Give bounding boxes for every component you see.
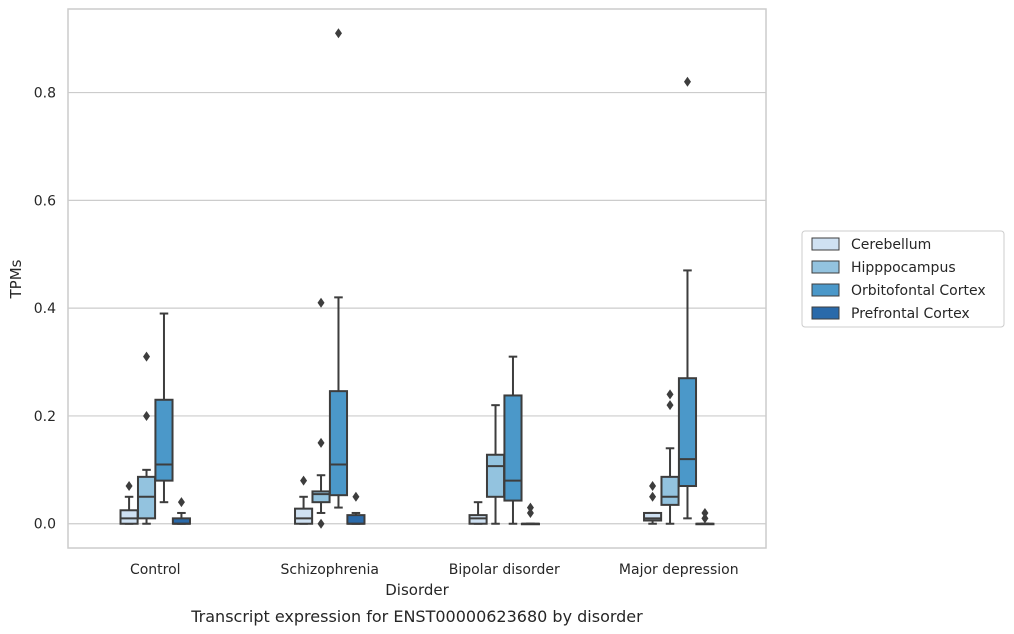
box-body	[311, 490, 331, 504]
outlier-2	[317, 297, 325, 308]
box-1-1	[311, 297, 331, 529]
x-axis-ticks: Control Schizophrenia Bipolar disorder Majo…	[130, 562, 739, 578]
y-axis-label: TPMs	[7, 259, 25, 299]
box-2-2	[503, 355, 523, 525]
outlier-0	[352, 491, 360, 502]
x-axis-label: Disorder	[385, 581, 449, 599]
outlier-0	[317, 518, 325, 529]
y-tick-label-1: 0.2	[34, 409, 56, 425]
outlier-1	[317, 437, 325, 448]
outlier-1	[666, 389, 674, 400]
outlier-0	[143, 410, 151, 421]
box-3-3	[695, 507, 715, 526]
legend-frame	[801, 230, 1005, 328]
box-0-0	[119, 481, 139, 525]
box-body	[468, 514, 488, 525]
box-body	[119, 509, 139, 525]
legend-label-0: Cerebellum	[851, 237, 931, 253]
box-body	[485, 453, 506, 498]
box-body	[294, 507, 314, 525]
legend-swatch-2	[811, 283, 840, 297]
x-tick-label-0: Control	[130, 562, 181, 578]
legend: Cerebellum Hipppocampus Orbitofontal Corte…	[801, 230, 1005, 328]
x-tick-label-2: Bipolar disorder	[449, 562, 560, 578]
outlier-0	[701, 513, 709, 524]
y-tick-label-4: 0.8	[34, 86, 56, 102]
chart-caption: Transcript expression for ENST0000062368…	[190, 607, 643, 626]
legend-swatch-3	[811, 306, 840, 320]
outlier-0	[649, 491, 657, 502]
outlier-0	[177, 497, 185, 508]
box-2-0	[154, 312, 174, 504]
x-tick-label-1: Schizophrenia	[281, 562, 379, 578]
box-1-0	[136, 351, 157, 525]
box-3-2	[520, 502, 540, 526]
box-0-3	[643, 481, 663, 525]
box-1-3	[660, 389, 680, 525]
outlier-1	[701, 507, 709, 518]
box-2-3	[677, 76, 698, 520]
outlier-0	[125, 481, 133, 492]
box-body	[503, 394, 523, 502]
legend-swatch-0	[811, 237, 840, 251]
box-3-0	[171, 497, 191, 525]
outlier-0	[526, 507, 534, 518]
boxes	[119, 28, 715, 529]
y-axis-ticks: 0.0 0.2 0.4 0.6 0.8	[34, 86, 56, 533]
outlier-1	[143, 351, 151, 362]
outlier-0	[666, 400, 674, 411]
outlier-0	[683, 76, 691, 87]
box-body	[154, 398, 174, 482]
x-tick-label-3: Major depression	[619, 562, 739, 578]
outlier-0	[334, 28, 342, 39]
outlier-1	[526, 502, 534, 513]
box-0-2	[468, 501, 488, 525]
outlier-0	[300, 475, 308, 486]
box-body	[643, 511, 663, 522]
box-body	[346, 514, 366, 525]
box-body	[328, 390, 349, 497]
legend-label-1: Hipppocampus	[851, 260, 956, 276]
y-tick-label-2: 0.4	[34, 301, 56, 317]
legend-label-2: Orbitofontal Cortex	[851, 283, 986, 299]
box-1-2	[485, 404, 506, 525]
box-2-1	[328, 28, 349, 509]
outlier-1	[649, 481, 657, 492]
box-body	[677, 377, 698, 488]
y-tick-label-0: 0.0	[34, 517, 56, 533]
plot-frame	[67, 8, 767, 549]
legend-swatch-1	[811, 260, 840, 274]
box-0-1	[294, 475, 314, 525]
y-tick-label-3: 0.6	[34, 193, 56, 209]
legend-label-3: Prefrontal Cortex	[851, 306, 970, 322]
box-3-1	[346, 491, 366, 525]
box-body	[660, 475, 680, 506]
